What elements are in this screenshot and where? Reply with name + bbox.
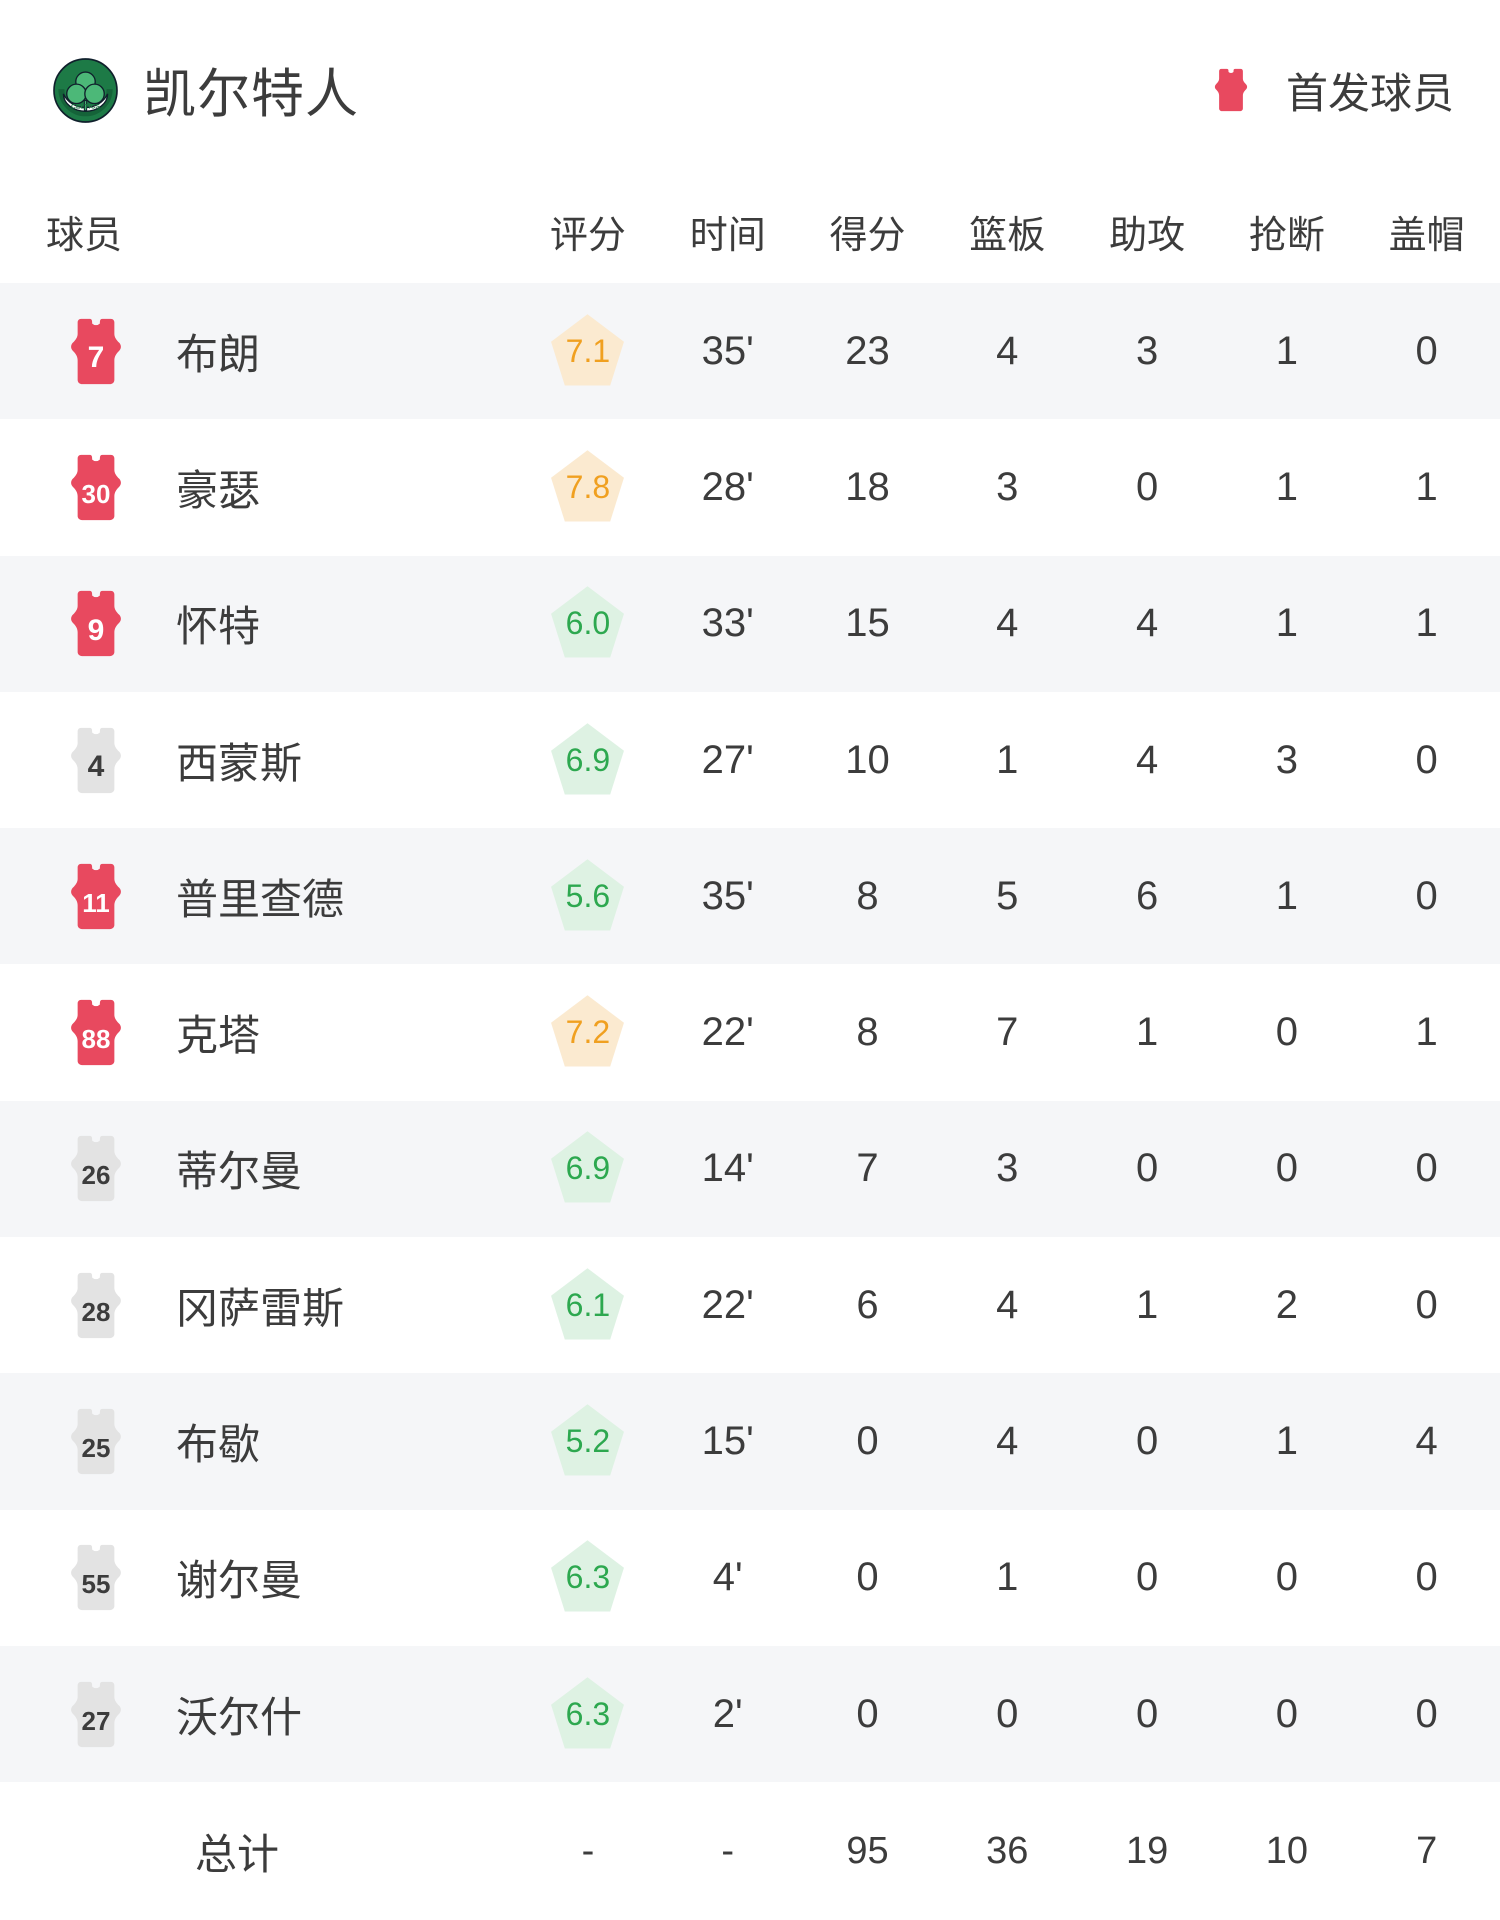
svg-text:CELTICS: CELTICS	[71, 103, 100, 110]
